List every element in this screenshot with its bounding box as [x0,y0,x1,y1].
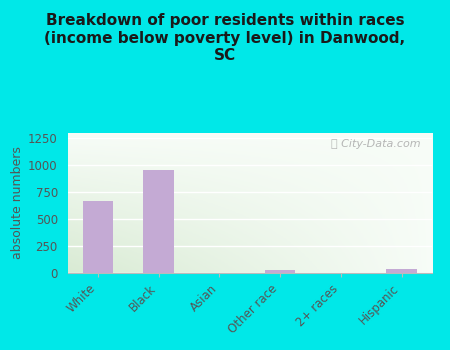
Bar [144,170,174,273]
Bar [265,270,295,273]
Bar [83,201,113,273]
Text: ⓘ City-Data.com: ⓘ City-Data.com [332,139,421,149]
Y-axis label: absolute numbers: absolute numbers [11,147,24,259]
Text: Breakdown of poor residents within races
(income below poverty level) in Danwood: Breakdown of poor residents within races… [45,13,405,63]
Bar [387,269,417,273]
